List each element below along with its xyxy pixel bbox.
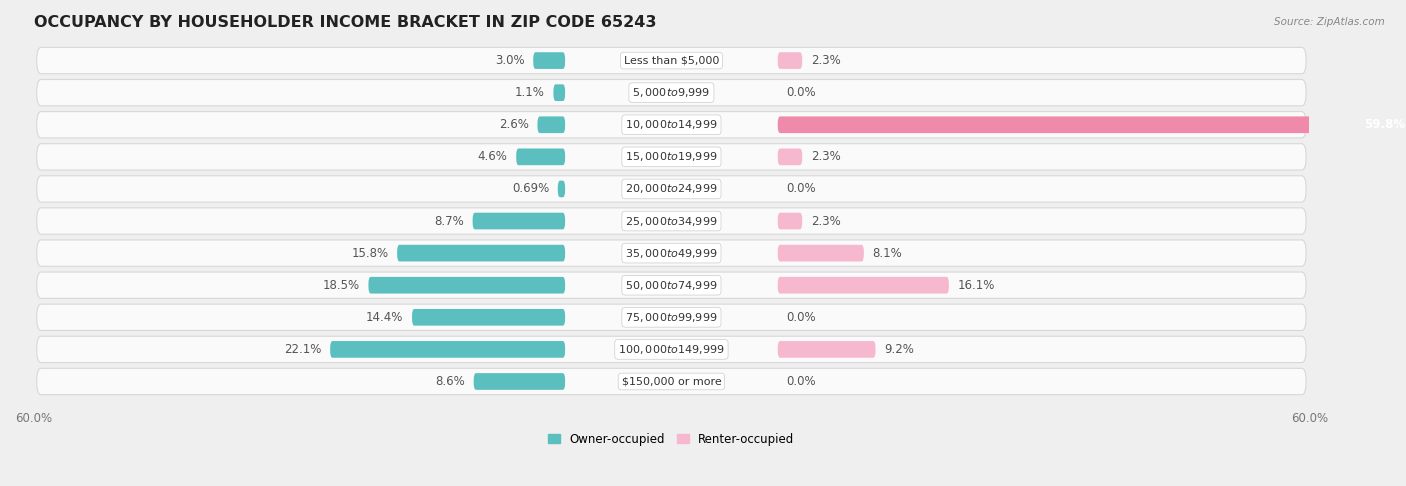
Text: $25,000 to $34,999: $25,000 to $34,999: [626, 214, 717, 227]
FancyBboxPatch shape: [330, 341, 565, 358]
FancyBboxPatch shape: [778, 52, 803, 69]
FancyBboxPatch shape: [37, 144, 1306, 170]
FancyBboxPatch shape: [778, 149, 803, 165]
FancyBboxPatch shape: [37, 368, 1306, 395]
Text: Less than $5,000: Less than $5,000: [624, 55, 718, 66]
FancyBboxPatch shape: [37, 80, 1306, 106]
Text: 2.3%: 2.3%: [811, 214, 841, 227]
Text: OCCUPANCY BY HOUSEHOLDER INCOME BRACKET IN ZIP CODE 65243: OCCUPANCY BY HOUSEHOLDER INCOME BRACKET …: [34, 15, 657, 30]
Text: 0.0%: 0.0%: [786, 311, 815, 324]
FancyBboxPatch shape: [778, 245, 863, 261]
FancyBboxPatch shape: [412, 309, 565, 326]
Text: 8.6%: 8.6%: [436, 375, 465, 388]
FancyBboxPatch shape: [472, 213, 565, 229]
FancyBboxPatch shape: [37, 48, 1306, 74]
Text: 18.5%: 18.5%: [323, 278, 360, 292]
Text: 16.1%: 16.1%: [957, 278, 995, 292]
FancyBboxPatch shape: [516, 149, 565, 165]
FancyBboxPatch shape: [558, 181, 565, 197]
FancyBboxPatch shape: [474, 373, 565, 390]
FancyBboxPatch shape: [37, 112, 1306, 138]
Text: $75,000 to $99,999: $75,000 to $99,999: [626, 311, 717, 324]
FancyBboxPatch shape: [37, 336, 1306, 363]
Text: Source: ZipAtlas.com: Source: ZipAtlas.com: [1274, 17, 1385, 27]
FancyBboxPatch shape: [368, 277, 565, 294]
FancyBboxPatch shape: [778, 341, 876, 358]
Text: 59.8%: 59.8%: [1364, 118, 1405, 131]
Legend: Owner-occupied, Renter-occupied: Owner-occupied, Renter-occupied: [548, 433, 794, 446]
Text: 4.6%: 4.6%: [478, 150, 508, 163]
Text: 1.1%: 1.1%: [515, 86, 546, 99]
Text: $100,000 to $149,999: $100,000 to $149,999: [619, 343, 724, 356]
Text: $5,000 to $9,999: $5,000 to $9,999: [633, 86, 710, 99]
Text: 0.0%: 0.0%: [786, 182, 815, 195]
FancyBboxPatch shape: [37, 304, 1306, 330]
FancyBboxPatch shape: [37, 208, 1306, 234]
FancyBboxPatch shape: [537, 117, 565, 133]
Text: $150,000 or more: $150,000 or more: [621, 377, 721, 386]
Text: $15,000 to $19,999: $15,000 to $19,999: [626, 150, 717, 163]
FancyBboxPatch shape: [37, 176, 1306, 202]
Text: 2.3%: 2.3%: [811, 150, 841, 163]
Text: 15.8%: 15.8%: [352, 246, 388, 260]
FancyBboxPatch shape: [778, 213, 803, 229]
Text: 9.2%: 9.2%: [884, 343, 914, 356]
FancyBboxPatch shape: [396, 245, 565, 261]
FancyBboxPatch shape: [37, 272, 1306, 298]
Text: 2.3%: 2.3%: [811, 54, 841, 67]
Text: $50,000 to $74,999: $50,000 to $74,999: [626, 278, 717, 292]
FancyBboxPatch shape: [778, 277, 949, 294]
Text: 8.1%: 8.1%: [872, 246, 903, 260]
Text: 0.0%: 0.0%: [786, 86, 815, 99]
Text: 0.0%: 0.0%: [786, 375, 815, 388]
Text: $10,000 to $14,999: $10,000 to $14,999: [626, 118, 717, 131]
Text: 3.0%: 3.0%: [495, 54, 524, 67]
FancyBboxPatch shape: [533, 52, 565, 69]
Text: $20,000 to $24,999: $20,000 to $24,999: [626, 182, 717, 195]
Text: 14.4%: 14.4%: [366, 311, 404, 324]
FancyBboxPatch shape: [554, 85, 565, 101]
Text: 2.6%: 2.6%: [499, 118, 529, 131]
Text: 8.7%: 8.7%: [434, 214, 464, 227]
FancyBboxPatch shape: [37, 240, 1306, 266]
Text: 22.1%: 22.1%: [284, 343, 322, 356]
Text: $35,000 to $49,999: $35,000 to $49,999: [626, 246, 717, 260]
Text: 0.69%: 0.69%: [512, 182, 550, 195]
FancyBboxPatch shape: [778, 117, 1406, 133]
